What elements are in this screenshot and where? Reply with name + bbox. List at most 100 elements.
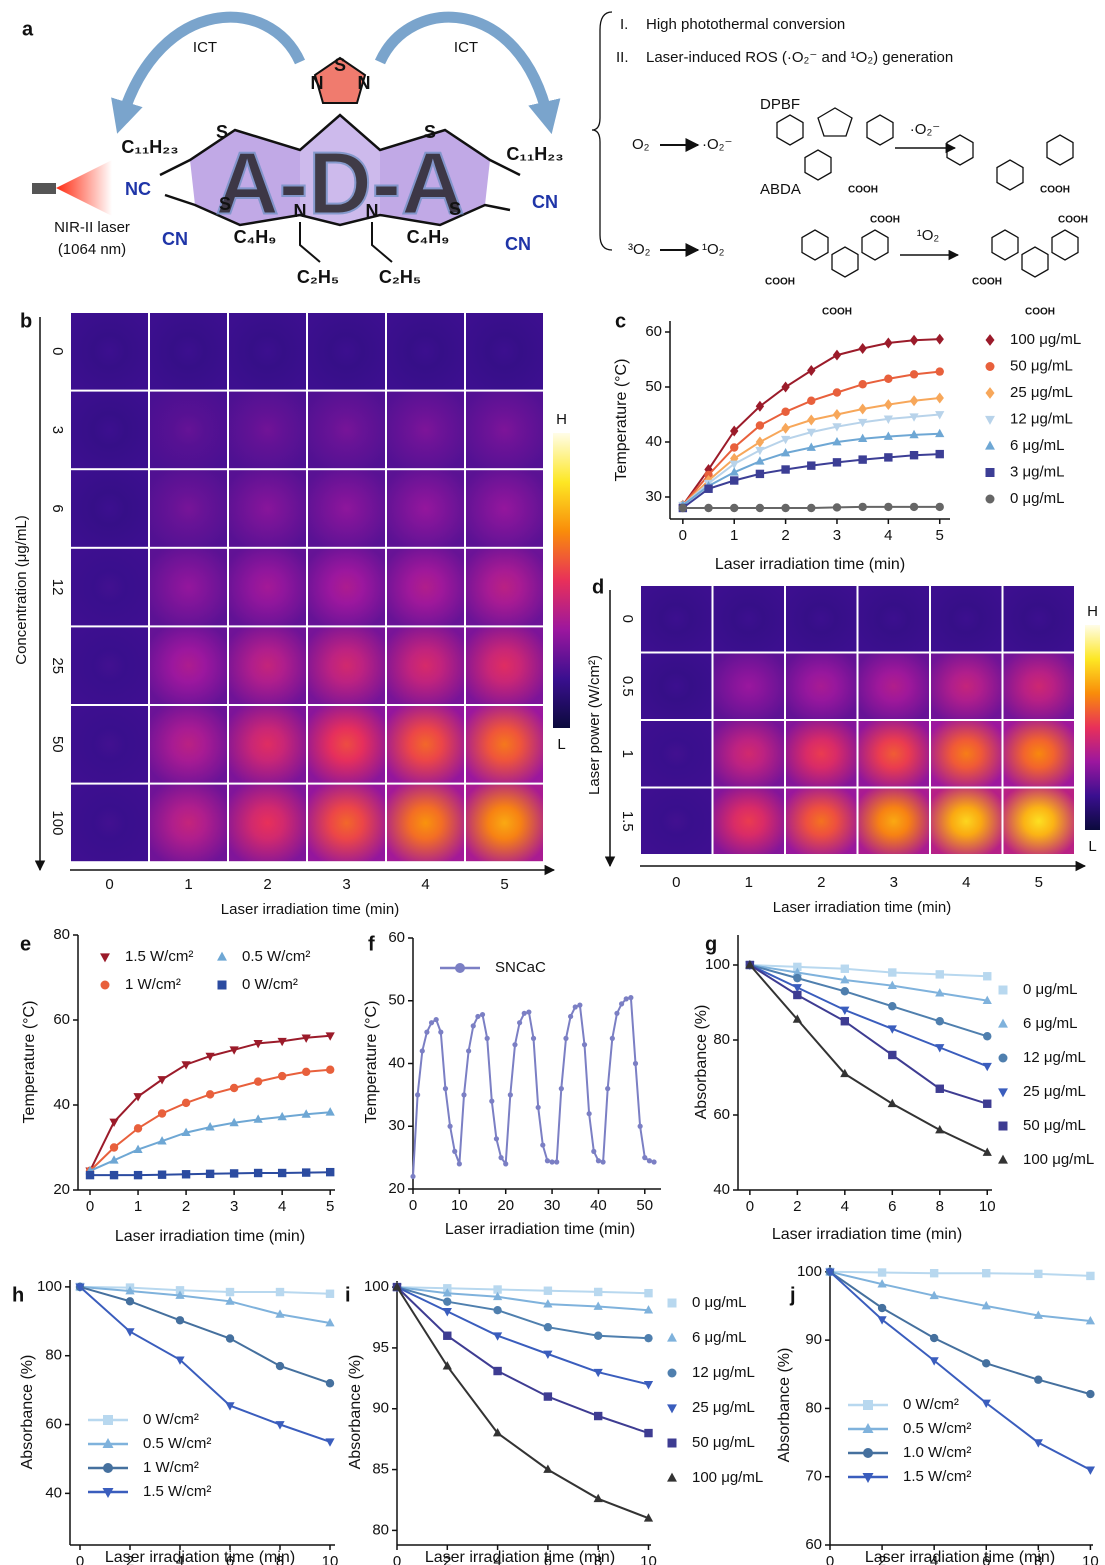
legend-label: 0 μg/mL	[692, 1294, 747, 1311]
panel-label: h	[12, 1284, 24, 1306]
data-point	[745, 959, 755, 969]
data-point	[832, 409, 842, 420]
data-point	[623, 996, 629, 1002]
y-tick-label: 70	[805, 1468, 822, 1485]
atom: S	[334, 55, 346, 75]
row-label: 0.5	[619, 676, 636, 697]
heat-cell	[308, 784, 385, 862]
data-point	[419, 1048, 425, 1054]
data-point	[181, 1170, 191, 1179]
data-point	[205, 1090, 215, 1099]
legend-marker	[667, 1438, 677, 1448]
heat-cell	[466, 784, 543, 862]
species: O₂	[632, 136, 650, 153]
legend-marker	[667, 1298, 677, 1308]
data-point	[781, 407, 790, 416]
data-point	[535, 1104, 541, 1111]
heat-cell	[229, 706, 306, 783]
data-point	[275, 1361, 285, 1371]
data-point	[793, 973, 802, 983]
data-point	[325, 1167, 335, 1177]
data-point	[883, 431, 893, 440]
data-point	[558, 1086, 564, 1092]
data-point	[832, 436, 842, 446]
atom: S	[424, 122, 436, 142]
series-line	[749, 964, 988, 1154]
legend-marker	[985, 494, 995, 504]
heat-cell	[466, 706, 543, 783]
data-point	[935, 449, 944, 459]
data-point	[807, 461, 816, 470]
data-point	[517, 1020, 523, 1026]
heat-cell	[1003, 586, 1074, 652]
heat-cell	[858, 788, 929, 854]
data-point	[492, 1332, 503, 1341]
data-point	[1086, 1271, 1095, 1281]
heat-cell	[641, 653, 712, 719]
y-tick-label: 80	[45, 1347, 62, 1364]
column-label: 4	[421, 876, 429, 893]
row-label: 100	[49, 810, 66, 835]
data-point	[935, 988, 945, 997]
species: ¹O₂	[702, 241, 725, 258]
data-point	[781, 422, 790, 434]
data-point	[572, 1004, 578, 1010]
data-point	[832, 458, 842, 467]
data-point	[577, 1002, 583, 1008]
x-tick-label: 5	[326, 1198, 334, 1215]
data-point	[704, 484, 713, 493]
legend-marker	[998, 1154, 1008, 1164]
heat-cell	[229, 627, 306, 704]
atom: N	[311, 73, 324, 93]
x-tick-label: 40	[590, 1197, 607, 1214]
x-tick-label: 0	[76, 1553, 84, 1565]
column-label: 0	[105, 876, 113, 893]
data-point	[982, 1359, 991, 1368]
series-line	[749, 964, 988, 1038]
data-point	[125, 1285, 135, 1295]
heat-cell	[308, 313, 385, 390]
x-tick-label: 50	[636, 1197, 653, 1214]
data-point	[643, 1381, 654, 1390]
series-line	[89, 1111, 331, 1172]
heat-cell	[713, 721, 784, 787]
data-point	[593, 1411, 603, 1421]
data-point	[840, 974, 850, 984]
y-tick-label: 100	[797, 1263, 822, 1280]
x-tick-label: 1	[134, 1198, 142, 1215]
heat-cell	[387, 470, 464, 547]
data-point	[543, 1350, 553, 1360]
data-point	[981, 1399, 991, 1408]
legend-marker	[998, 985, 1008, 995]
data-point	[544, 1158, 551, 1164]
heat-cell	[713, 653, 784, 719]
row-label: 12	[49, 579, 66, 596]
bond	[371, 222, 393, 263]
data-point	[443, 1297, 452, 1306]
y-tick-label: 60	[713, 1106, 730, 1123]
data-point	[729, 460, 739, 470]
data-point	[781, 503, 790, 513]
x-tick-label: 10	[322, 1553, 339, 1565]
data-point	[109, 1155, 119, 1164]
row-label: 1	[619, 750, 636, 758]
ict-arrow	[111, 11, 306, 134]
heat-cell	[71, 470, 148, 547]
data-point	[644, 1288, 653, 1298]
legend-label: 12 μg/mL	[692, 1364, 755, 1381]
data-point	[840, 1068, 850, 1078]
data-point	[983, 1032, 992, 1041]
legend-marker	[985, 362, 995, 371]
data-point	[253, 1168, 263, 1178]
data-point	[793, 990, 802, 1000]
data-point	[730, 443, 739, 452]
x-tick-label: 3	[833, 527, 841, 544]
legend-label: 50 μg/mL	[692, 1434, 755, 1451]
legend-label: 6 μg/mL	[692, 1329, 747, 1346]
heat-cell	[466, 313, 543, 390]
column-label: 4	[962, 874, 970, 891]
y-tick-label: 40	[45, 1484, 62, 1501]
data-point	[229, 1117, 239, 1127]
data-point	[678, 503, 688, 513]
